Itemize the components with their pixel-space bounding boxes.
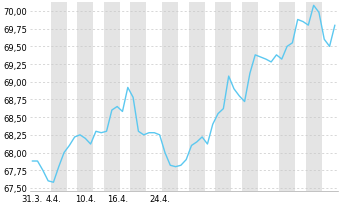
Bar: [77, 4, 93, 192]
Bar: [131, 4, 146, 192]
Bar: [189, 4, 205, 192]
Bar: [162, 4, 178, 192]
Bar: [242, 4, 258, 192]
Bar: [306, 4, 322, 192]
Bar: [279, 4, 295, 192]
Bar: [51, 4, 67, 192]
Bar: [216, 4, 231, 192]
Bar: [104, 4, 120, 192]
